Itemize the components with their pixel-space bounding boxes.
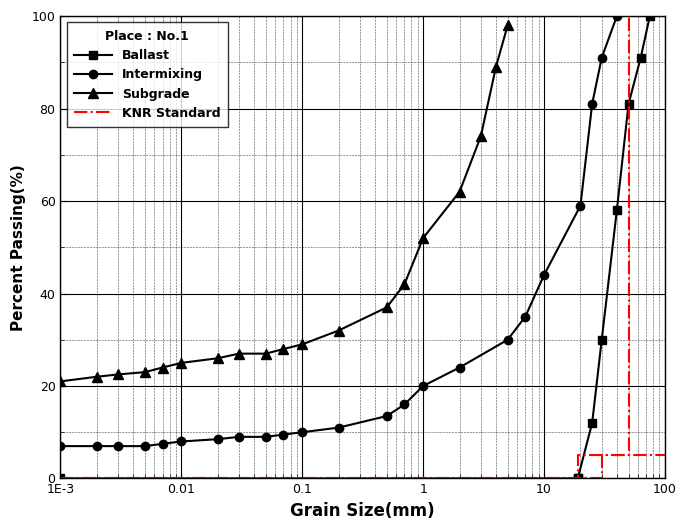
Intermixing: [598, 55, 606, 61]
KNR Standard: [56, 475, 65, 482]
KNR Standard: [660, 452, 669, 459]
Subgrade: [235, 350, 243, 357]
Intermixing: [504, 337, 512, 343]
Y-axis label: Percent Passing(%): Percent Passing(%): [11, 164, 26, 331]
Intermixing: [613, 13, 621, 19]
Intermixing: [279, 431, 288, 438]
Intermixing: [455, 364, 464, 371]
Ballast: [574, 475, 582, 482]
Subgrade: [298, 341, 306, 348]
Subgrade: [93, 374, 101, 380]
Subgrade: [477, 133, 485, 140]
Subgrade: [213, 355, 222, 362]
Ballast: [625, 101, 633, 107]
Legend: Ballast, Intermixing, Subgrade, KNR Standard: Ballast, Intermixing, Subgrade, KNR Stan…: [67, 22, 228, 127]
Intermixing: [522, 313, 530, 320]
Intermixing: [298, 429, 306, 435]
Ballast: [646, 13, 654, 19]
Intermixing: [114, 443, 122, 449]
Subgrade: [492, 64, 500, 70]
X-axis label: Grain Size(mm): Grain Size(mm): [290, 502, 435, 520]
Line: KNR Standard: KNR Standard: [61, 456, 665, 478]
KNR Standard: [598, 475, 606, 482]
Ballast: [574, 475, 582, 482]
Intermixing: [56, 443, 65, 449]
Subgrade: [334, 327, 343, 333]
Intermixing: [400, 401, 409, 408]
Ballast: [636, 55, 645, 61]
Intermixing: [235, 434, 243, 440]
Intermixing: [141, 443, 149, 449]
KNR Standard: [574, 475, 582, 482]
Subgrade: [400, 281, 409, 287]
Subgrade: [56, 378, 65, 384]
Line: Subgrade: Subgrade: [56, 21, 513, 386]
Subgrade: [158, 364, 166, 371]
Intermixing: [588, 101, 596, 107]
Subgrade: [455, 189, 464, 195]
Ballast: [56, 475, 65, 482]
Intermixing: [158, 441, 166, 447]
Intermixing: [334, 424, 343, 431]
Intermixing: [261, 434, 270, 440]
Intermixing: [178, 438, 186, 444]
Line: Intermixing: Intermixing: [56, 12, 621, 450]
Ballast: [598, 337, 606, 343]
Intermixing: [540, 272, 548, 278]
KNR Standard: [598, 452, 606, 459]
Intermixing: [213, 436, 222, 442]
Ballast: [588, 420, 596, 426]
Line: Ballast: Ballast: [56, 12, 654, 483]
Subgrade: [114, 371, 122, 378]
KNR Standard: [574, 475, 582, 482]
Subgrade: [279, 346, 288, 352]
Subgrade: [383, 304, 391, 311]
Intermixing: [93, 443, 101, 449]
Subgrade: [419, 235, 427, 241]
Subgrade: [261, 350, 270, 357]
Subgrade: [504, 22, 512, 29]
Subgrade: [178, 359, 186, 366]
Subgrade: [141, 369, 149, 375]
Ballast: [613, 207, 621, 213]
Intermixing: [383, 413, 391, 419]
Intermixing: [419, 383, 427, 389]
Intermixing: [577, 202, 585, 209]
